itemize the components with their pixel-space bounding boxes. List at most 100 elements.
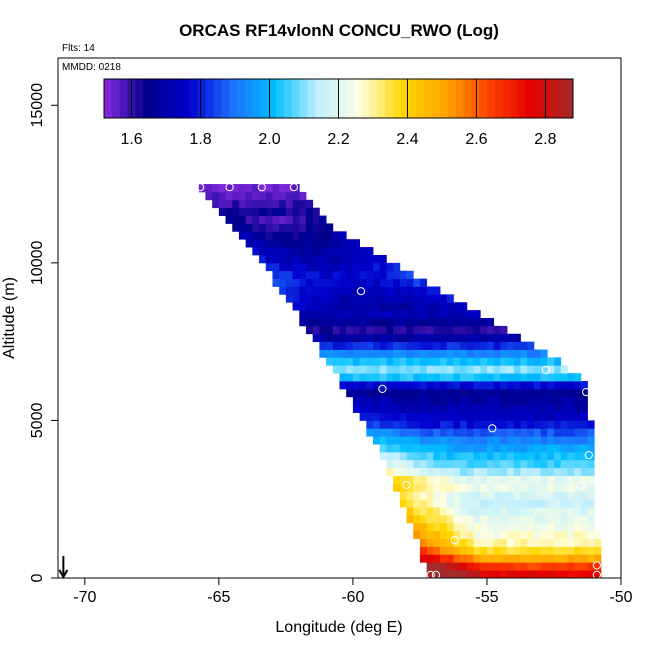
heatmap-cell — [567, 538, 575, 547]
heatmap-cell — [547, 404, 555, 413]
heatmap-cell — [272, 239, 280, 248]
heatmap-cell — [500, 499, 508, 508]
heatmap-cell — [560, 365, 568, 374]
heatmap-cell — [560, 436, 568, 445]
heatmap-cell — [352, 318, 360, 327]
heatmap-cell — [413, 388, 421, 398]
heatmap-cell — [265, 262, 273, 272]
heatmap-cell — [446, 349, 454, 358]
heatmap-cell — [547, 491, 555, 500]
heatmap-cell — [399, 349, 407, 358]
heatmap-cell — [473, 365, 481, 374]
heatmap-cell — [406, 499, 414, 508]
heatmap-cell — [493, 499, 501, 508]
heatmap-cell — [553, 538, 562, 547]
heatmap-cell — [473, 396, 481, 406]
heatmap-cell — [245, 239, 253, 248]
heatmap-cell — [373, 412, 381, 421]
heatmap-cell — [366, 325, 374, 335]
heatmap-cell — [507, 381, 515, 390]
heatmap-cell — [433, 333, 441, 343]
heatmap-cell — [533, 396, 541, 406]
heatmap-cell — [212, 184, 220, 193]
heatmap-cell — [379, 451, 387, 461]
heatmap-cell — [265, 184, 273, 193]
heatmap-cell — [292, 231, 300, 240]
heatmap-cell — [466, 491, 474, 500]
heatmap-cell — [326, 341, 334, 350]
heatmap-cell — [285, 294, 293, 303]
heatmap-cell — [520, 554, 528, 563]
heatmap-cell — [580, 483, 588, 492]
colorbar-swatch — [322, 79, 332, 118]
heatmap-cell — [446, 373, 454, 382]
heatmap-cell — [386, 318, 394, 327]
colorbar-swatch — [291, 79, 300, 118]
heatmap-cell — [346, 270, 354, 280]
heatmap-cell — [259, 199, 267, 209]
heatmap-cell — [399, 381, 407, 390]
heatmap-cell — [580, 420, 588, 429]
heatmap-cell — [305, 302, 314, 311]
heatmap-cell — [440, 499, 448, 508]
heatmap-cell — [366, 349, 374, 358]
heatmap-cell — [386, 341, 394, 350]
heatmap-cell — [292, 270, 300, 280]
heatmap-cell — [493, 333, 501, 343]
colorbar-swatch — [213, 79, 222, 118]
heatmap-cell — [547, 459, 555, 469]
heatmap-cell — [453, 459, 461, 469]
heatmap-cell — [225, 184, 233, 193]
heatmap-cell — [366, 262, 374, 272]
heatmap-cell — [433, 554, 441, 563]
heatmap-cell — [574, 396, 582, 406]
heatmap-cell — [473, 436, 481, 445]
heatmap-cell — [453, 483, 461, 492]
heatmap-cell — [346, 365, 354, 374]
heatmap-cell — [466, 499, 474, 508]
heatmap-cell — [419, 333, 428, 343]
heatmap-cell — [574, 554, 582, 563]
heatmap-cell — [279, 231, 287, 240]
heatmap-cell — [419, 451, 428, 461]
heatmap-cell — [419, 388, 428, 398]
heatmap-cell — [533, 507, 541, 516]
heatmap-cell — [352, 325, 360, 335]
heatmap-cell — [473, 373, 481, 382]
heatmap-cell — [480, 444, 488, 453]
sample-point — [541, 365, 551, 375]
heatmap-cell — [332, 310, 340, 319]
heatmap-cell — [218, 184, 226, 193]
heatmap-cell — [393, 294, 401, 303]
heatmap-cell — [379, 302, 387, 311]
heatmap-cell — [379, 404, 387, 413]
heatmap-cell — [399, 475, 407, 484]
heatmap-cell — [386, 396, 394, 406]
heatmap-cell — [386, 381, 394, 390]
heatmap-cell — [446, 428, 454, 437]
heatmap-cell — [426, 459, 434, 469]
heatmap-cell — [540, 459, 548, 469]
heatmap-cell — [373, 278, 381, 287]
heatmap-cell — [292, 239, 300, 248]
heatmap-cell — [446, 318, 454, 327]
x-axis-label: Longitude (deg E) — [275, 619, 402, 636]
heatmap-cell — [466, 522, 474, 532]
heatmap-cell — [486, 475, 495, 484]
heatmap-cell — [406, 467, 414, 476]
heatmap-cell — [540, 483, 548, 492]
heatmap-cell — [433, 396, 441, 406]
heatmap-cell — [466, 546, 474, 555]
heatmap-cell — [486, 570, 495, 578]
heatmap-cell — [513, 444, 521, 453]
heatmap-cell — [500, 475, 508, 484]
colorbar-swatch — [182, 79, 191, 118]
heatmap-cell — [319, 247, 327, 256]
heatmap-cell — [326, 270, 334, 280]
heatmap-cell — [406, 507, 414, 516]
heatmap-cell — [466, 514, 474, 524]
heatmap-cell — [480, 451, 488, 461]
heatmap-cell — [453, 467, 461, 476]
heatmap-cell — [386, 310, 394, 319]
heatmap-cell — [272, 223, 280, 232]
